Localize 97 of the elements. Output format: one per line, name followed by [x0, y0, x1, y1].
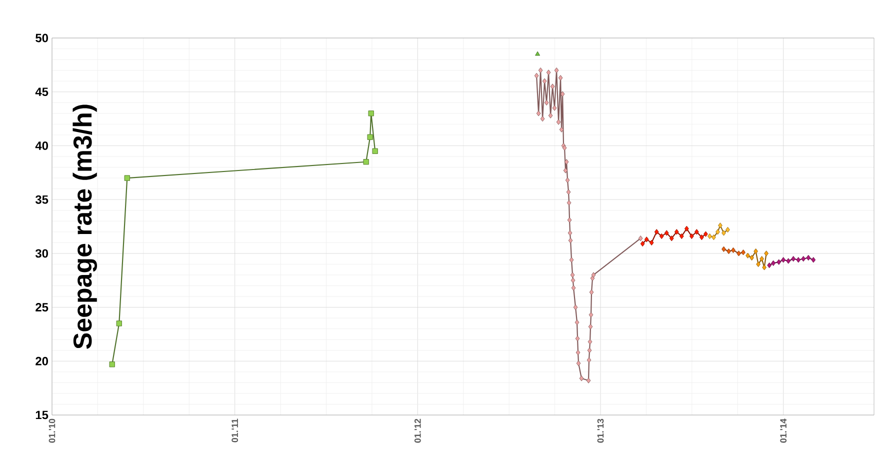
point [542, 78, 547, 84]
point [548, 112, 553, 118]
point [654, 229, 659, 235]
point [559, 126, 564, 132]
point [764, 250, 769, 256]
x-tick-label: 01.'14 [780, 418, 787, 443]
point [564, 159, 569, 165]
x-tick-label: 01.'10 [48, 418, 56, 443]
point [534, 72, 539, 79]
point [563, 168, 568, 174]
y-tick-label: 15 [36, 410, 48, 420]
point [694, 229, 699, 235]
point [767, 262, 772, 268]
point [704, 231, 708, 237]
point [588, 324, 593, 330]
point [367, 134, 373, 140]
point [791, 256, 796, 262]
point [716, 229, 720, 235]
point [722, 246, 726, 252]
point [556, 119, 561, 125]
point [544, 100, 549, 106]
point [746, 252, 750, 258]
y-tick-label: 25 [36, 303, 48, 312]
point [638, 236, 643, 242]
y-tick-label: 45 [35, 88, 48, 96]
x-tick-label: 01.'12 [414, 418, 421, 443]
point [536, 110, 541, 116]
point [684, 226, 689, 232]
point [674, 229, 679, 235]
point [566, 189, 571, 195]
point [587, 348, 592, 354]
point [540, 116, 545, 122]
point [591, 272, 596, 278]
point [806, 254, 811, 261]
point [558, 75, 563, 81]
point [649, 240, 654, 246]
point [363, 159, 369, 165]
point [741, 250, 746, 256]
y-tick-label: 30 [35, 249, 48, 258]
point [576, 350, 580, 356]
x-tick-label: 01.'13 [597, 418, 604, 443]
point [567, 217, 572, 223]
point [568, 238, 573, 244]
point [659, 233, 664, 240]
point [771, 260, 776, 266]
point [722, 230, 726, 236]
y-axis-title: Seepage rate (m3/h) [72, 104, 97, 349]
point [368, 110, 374, 116]
point [568, 230, 572, 236]
point [574, 320, 580, 326]
point [570, 272, 575, 278]
point [689, 233, 694, 240]
point [124, 175, 130, 181]
point [571, 285, 576, 291]
point [566, 200, 572, 206]
point [570, 278, 576, 284]
y-tick-label: 40 [35, 141, 48, 150]
point [586, 357, 592, 363]
point [669, 236, 674, 242]
y-tick-label: 35 [35, 195, 48, 204]
point [588, 338, 592, 345]
point [679, 233, 684, 240]
point [109, 362, 115, 368]
point [664, 230, 669, 236]
y-tick-label: 50 [36, 34, 48, 42]
point [586, 378, 591, 384]
point [535, 51, 540, 56]
point [796, 257, 801, 263]
point [762, 264, 766, 270]
point [579, 376, 584, 382]
point [718, 222, 722, 228]
point [589, 289, 594, 296]
point [736, 250, 741, 256]
y-tick-label: 20 [36, 356, 48, 366]
point [640, 240, 645, 247]
x-tick-label: 01.'11 [232, 418, 238, 442]
point [811, 257, 816, 263]
point [562, 145, 567, 151]
point [550, 84, 555, 90]
point [588, 312, 594, 318]
point [573, 304, 578, 310]
point [569, 257, 574, 263]
point [116, 320, 122, 326]
point [552, 105, 557, 111]
point [575, 336, 580, 342]
point [554, 67, 559, 74]
point [560, 91, 565, 97]
point [644, 236, 649, 242]
point [565, 177, 570, 184]
point [786, 258, 791, 264]
point [801, 256, 806, 262]
point [538, 67, 543, 74]
point [372, 148, 378, 154]
point [781, 257, 786, 263]
point [546, 70, 551, 76]
point [776, 259, 782, 265]
point [576, 360, 581, 366]
